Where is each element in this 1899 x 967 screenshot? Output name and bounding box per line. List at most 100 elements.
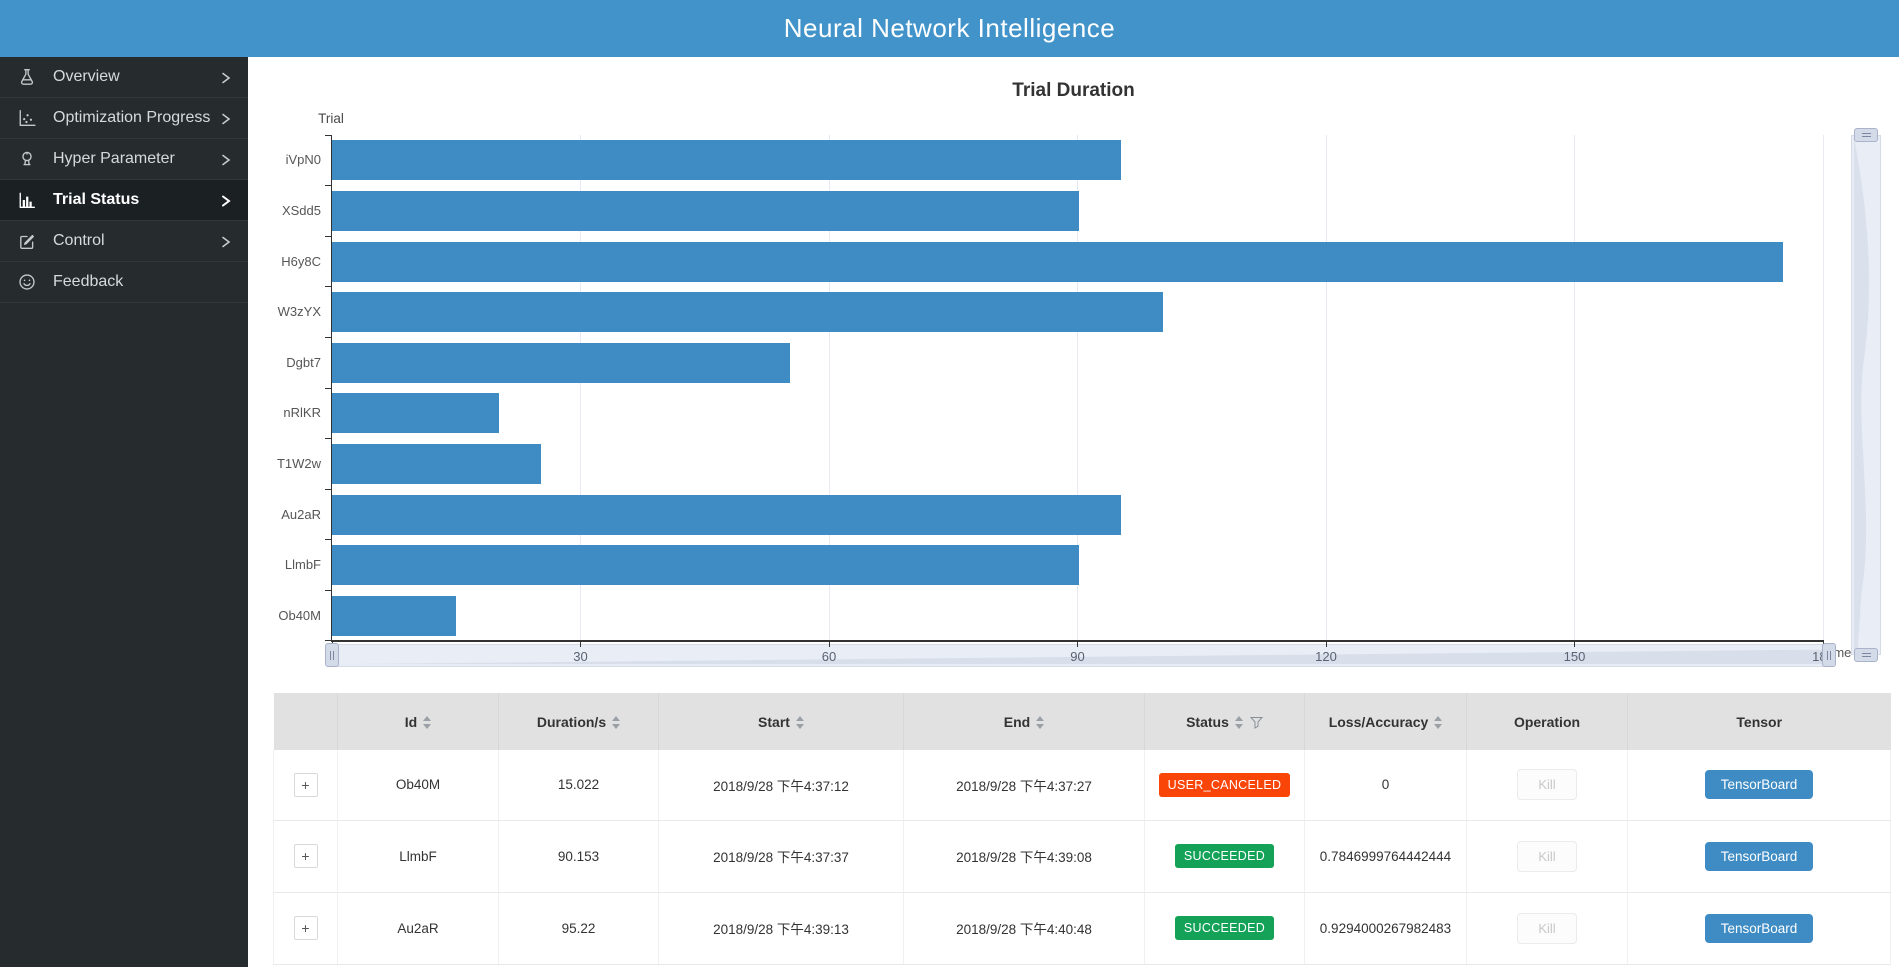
category-label: Ob40M — [237, 608, 321, 623]
smiley-icon — [18, 273, 36, 291]
sidebar: Overview Optimization Progress Hyper Par… — [0, 57, 248, 967]
x-datazoom-right-handle[interactable] — [1822, 643, 1836, 667]
filter-icon[interactable] — [1250, 716, 1263, 729]
expand-row-button[interactable]: + — [294, 916, 318, 940]
sidebar-item-feedback[interactable]: Feedback — [0, 262, 248, 303]
app-title: Neural Network Intelligence — [784, 13, 1115, 44]
y-tick-mark — [325, 438, 332, 439]
x-tick-label: 90 — [1058, 649, 1098, 664]
table-row: + LlmbF 90.153 2018/9/28 下午4:37:37 2018/… — [274, 820, 1891, 892]
table-header-row: Id Duration/s Start End Status Loss/Accu… — [274, 693, 1891, 750]
sort-icon[interactable] — [796, 716, 804, 729]
duration-bar — [332, 343, 790, 383]
edit-icon — [18, 232, 36, 250]
end-cell: 2018/9/28 下午4:37:27 — [904, 750, 1145, 820]
kill-button[interactable]: Kill — [1517, 913, 1576, 944]
x-tick-mark — [1077, 641, 1078, 647]
y-tick-mark — [325, 185, 332, 186]
y-datazoom-bottom-handle[interactable] — [1854, 648, 1878, 662]
trial-id-cell: Ob40M — [338, 750, 499, 820]
sidebar-item-control[interactable]: Control — [0, 221, 248, 262]
sidebar-item-trial-status[interactable]: Trial Status — [0, 180, 248, 221]
sort-icon[interactable] — [612, 716, 620, 729]
col-header-id[interactable]: Id — [338, 693, 499, 750]
expand-row-button[interactable]: + — [294, 844, 318, 868]
y-tick-mark — [325, 388, 332, 389]
sidebar-item-label: Overview — [53, 68, 220, 86]
sort-icon[interactable] — [1235, 716, 1243, 729]
sidebar-item-label: Optimization Progress — [53, 109, 220, 127]
sidebar-item-label: Feedback — [53, 273, 232, 291]
table-row: + Ob40M 15.022 2018/9/28 下午4:37:12 2018/… — [274, 750, 1891, 820]
category-label: LlmbF — [237, 557, 321, 572]
start-cell: 2018/9/28 下午4:37:12 — [659, 750, 904, 820]
x-gridline — [1823, 135, 1824, 641]
y-tick-mark — [325, 286, 332, 287]
status-badge: SUCCEEDED — [1175, 916, 1274, 940]
end-cell: 2018/9/28 下午4:40:48 — [904, 892, 1145, 964]
col-header-expand — [274, 693, 338, 750]
category-label: T1W2w — [237, 456, 321, 471]
sort-icon[interactable] — [1036, 716, 1044, 729]
duration-cell: 15.022 — [499, 750, 659, 820]
end-cell: 2018/9/28 下午4:39:08 — [904, 820, 1145, 892]
x-datazoom-left-handle[interactable] — [325, 643, 339, 667]
kill-button[interactable]: Kill — [1517, 769, 1576, 800]
sort-icon[interactable] — [1434, 716, 1442, 729]
y-tick-mark — [325, 489, 332, 490]
y-tick-mark — [325, 590, 332, 591]
expand-row-button[interactable]: + — [294, 773, 318, 797]
rocket-icon — [18, 150, 36, 168]
sidebar-item-label: Control — [53, 232, 220, 250]
duration-bar — [332, 292, 1163, 332]
x-tick-label: 60 — [809, 649, 849, 664]
sort-icon[interactable] — [423, 716, 431, 729]
tensorboard-button[interactable]: TensorBoard — [1705, 770, 1814, 799]
duration-bar — [332, 191, 1079, 231]
tensorboard-button[interactable]: TensorBoard — [1705, 914, 1814, 943]
col-header-loss-accuracy[interactable]: Loss/Accuracy — [1305, 693, 1467, 750]
chevron-right-icon — [220, 235, 232, 247]
category-label: iVpN0 — [237, 152, 321, 167]
flask-icon — [18, 68, 36, 86]
y-tick-mark — [325, 539, 332, 540]
duration-bar — [332, 495, 1121, 535]
status-badge: SUCCEEDED — [1175, 844, 1274, 868]
x-tick-label: 150 — [1555, 649, 1595, 664]
sidebar-item-label: Trial Status — [53, 191, 220, 209]
x-tick-mark — [1326, 641, 1327, 647]
sidebar-item-label: Hyper Parameter — [53, 150, 220, 168]
app-header: Neural Network Intelligence — [0, 0, 1899, 57]
category-label: H6y8C — [237, 254, 321, 269]
category-label: nRlKR — [237, 405, 321, 420]
duration-cell: 95.22 — [499, 892, 659, 964]
y-datazoom-slider[interactable] — [1851, 135, 1881, 655]
col-header-end[interactable]: End — [904, 693, 1145, 750]
datazoom-shadow — [1852, 136, 1880, 654]
y-tick-mark — [325, 337, 332, 338]
chevron-right-icon — [220, 71, 232, 83]
col-header-duration[interactable]: Duration/s — [499, 693, 659, 750]
x-tick-mark — [580, 641, 581, 647]
duration-bar — [332, 393, 499, 433]
loss-accuracy-cell: 0 — [1305, 750, 1467, 820]
col-header-status[interactable]: Status — [1145, 693, 1305, 750]
sidebar-item-hyper-parameter[interactable]: Hyper Parameter — [0, 139, 248, 180]
kill-button[interactable]: Kill — [1517, 841, 1576, 872]
sidebar-item-optimization-progress[interactable]: Optimization Progress — [0, 98, 248, 139]
loss-accuracy-cell: 0.9294000267982483 — [1305, 892, 1467, 964]
chevron-right-icon — [220, 153, 232, 165]
trial-id-cell: LlmbF — [338, 820, 499, 892]
trials-table: Id Duration/s Start End Status Loss/Accu… — [273, 693, 1891, 965]
chevron-right-icon — [220, 112, 232, 124]
chart-title: Trial Duration — [248, 80, 1899, 102]
loss-accuracy-cell: 0.7846999764442444 — [1305, 820, 1467, 892]
sidebar-item-overview[interactable]: Overview — [0, 57, 248, 98]
bar-chart-icon — [18, 191, 36, 209]
tensorboard-button[interactable]: TensorBoard — [1705, 842, 1814, 871]
category-label: XSdd5 — [237, 203, 321, 218]
col-header-start[interactable]: Start — [659, 693, 904, 750]
y-tick-mark — [325, 135, 332, 136]
y-datazoom-top-handle[interactable] — [1854, 128, 1878, 142]
x-gridline — [1326, 135, 1327, 641]
